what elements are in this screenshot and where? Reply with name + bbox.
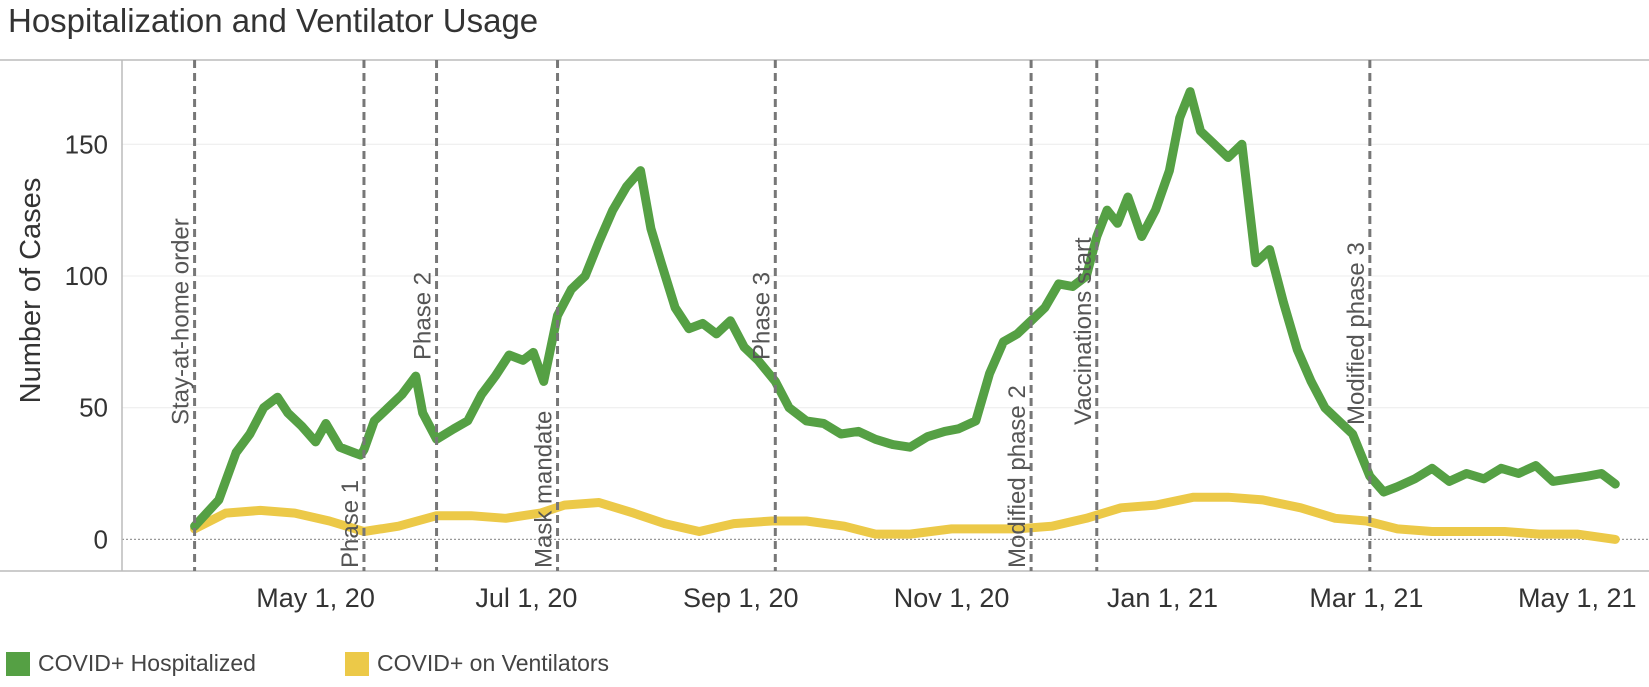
legend-swatch-hospitalized (6, 651, 30, 676)
x-tick-label: Jan 1, 21 (1107, 583, 1218, 613)
y-tick-label: 50 (79, 393, 108, 423)
x-tick-label: Sep 1, 20 (683, 583, 799, 613)
legend-label-ventilators: COVID+ on Ventilators (377, 650, 610, 676)
axes (0, 59, 1649, 572)
legend-item-ventilators[interactable]: COVID+ on Ventilators (345, 650, 609, 677)
x-tick-label: May 1, 20 (256, 583, 375, 613)
event-label: Phase 1 (337, 480, 364, 568)
event-label: Phase 3 (748, 272, 775, 360)
series-line-ventilators (190, 492, 1620, 544)
event-markers: Stay-at-home order Phase 1 Phase 2 Mask man… (168, 60, 1372, 571)
gridlines (122, 143, 1649, 540)
y-tick-label: 100 (65, 261, 108, 291)
x-tick-label: Mar 1, 21 (1309, 583, 1423, 613)
tick-labels: 0 50 100 150 May 1, 20 Jul 1, 20 Sep 1, 20 Nov … (15, 129, 1637, 613)
x-tick-label: Jul 1, 20 (475, 583, 577, 613)
legend-swatch-ventilators (345, 651, 369, 676)
series-group (190, 87, 1620, 544)
event-label: Stay-at-home order (168, 218, 195, 425)
event-label: Phase 2 (410, 272, 437, 360)
chart-title: Hospitalization and Ventilator Usage (8, 2, 539, 39)
x-tick-label: Nov 1, 20 (894, 583, 1010, 613)
x-tick-label: May 1, 21 (1518, 583, 1637, 613)
event-label: Vaccinations start (1070, 237, 1097, 425)
event-label: Modified phase 3 (1343, 242, 1370, 425)
event-label: Modified phase 2 (1004, 385, 1031, 568)
y-axis-title: Number of Cases (15, 178, 47, 404)
event-label: Mask mandate (531, 411, 558, 568)
series-line-hospitalized (190, 87, 1620, 531)
legend-label-hospitalized: COVID+ Hospitalized (38, 650, 256, 676)
y-tick-label: 0 (94, 524, 108, 554)
y-tick-label: 150 (65, 129, 108, 159)
legend-item-hospitalized[interactable]: COVID+ Hospitalized (6, 650, 256, 677)
